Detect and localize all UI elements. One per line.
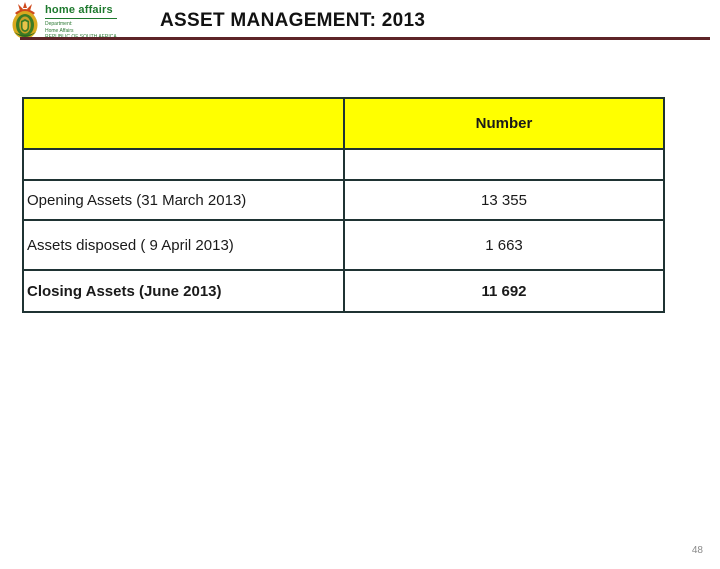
table-header-empty [22, 97, 345, 150]
table-row: Closing Assets (June 2013) 11 692 [22, 269, 665, 313]
logo-text-block: home affairs Department: Home Affairs RE… [45, 2, 117, 41]
page-number: 48 [691, 545, 703, 556]
table-cell-value: 1 663 [343, 219, 665, 271]
logo-org-name: home affairs [45, 4, 117, 19]
table-header-row: Number [22, 97, 665, 150]
logo-dept-label: Department: [45, 21, 73, 27]
table-row: Opening Assets (31 March 2013) 13 355 [22, 179, 665, 221]
home-affairs-logo: home affairs Department: Home Affairs RE… [10, 2, 117, 41]
table-row: Assets disposed ( 9 April 2013) 1 663 [22, 219, 665, 271]
table-header-number: Number [343, 97, 665, 150]
table-cell-label: Opening Assets (31 March 2013) [22, 179, 345, 221]
table-cell-label [22, 148, 345, 181]
table-row [22, 148, 665, 181]
coat-of-arms-icon [12, 2, 38, 39]
table-cell-value: 11 692 [343, 269, 665, 313]
title-divider [20, 37, 710, 40]
table-cell-label: Closing Assets (June 2013) [22, 269, 345, 313]
table-cell-value [343, 148, 665, 181]
slide-title: ASSET MANAGEMENT: 2013 [160, 10, 426, 31]
asset-table: Number Opening Assets (31 March 2013) 13… [22, 97, 665, 313]
table-cell-value: 13 355 [343, 179, 665, 221]
logo-dept-name: Home Affairs [45, 27, 74, 34]
table-cell-label: Assets disposed ( 9 April 2013) [22, 219, 345, 271]
